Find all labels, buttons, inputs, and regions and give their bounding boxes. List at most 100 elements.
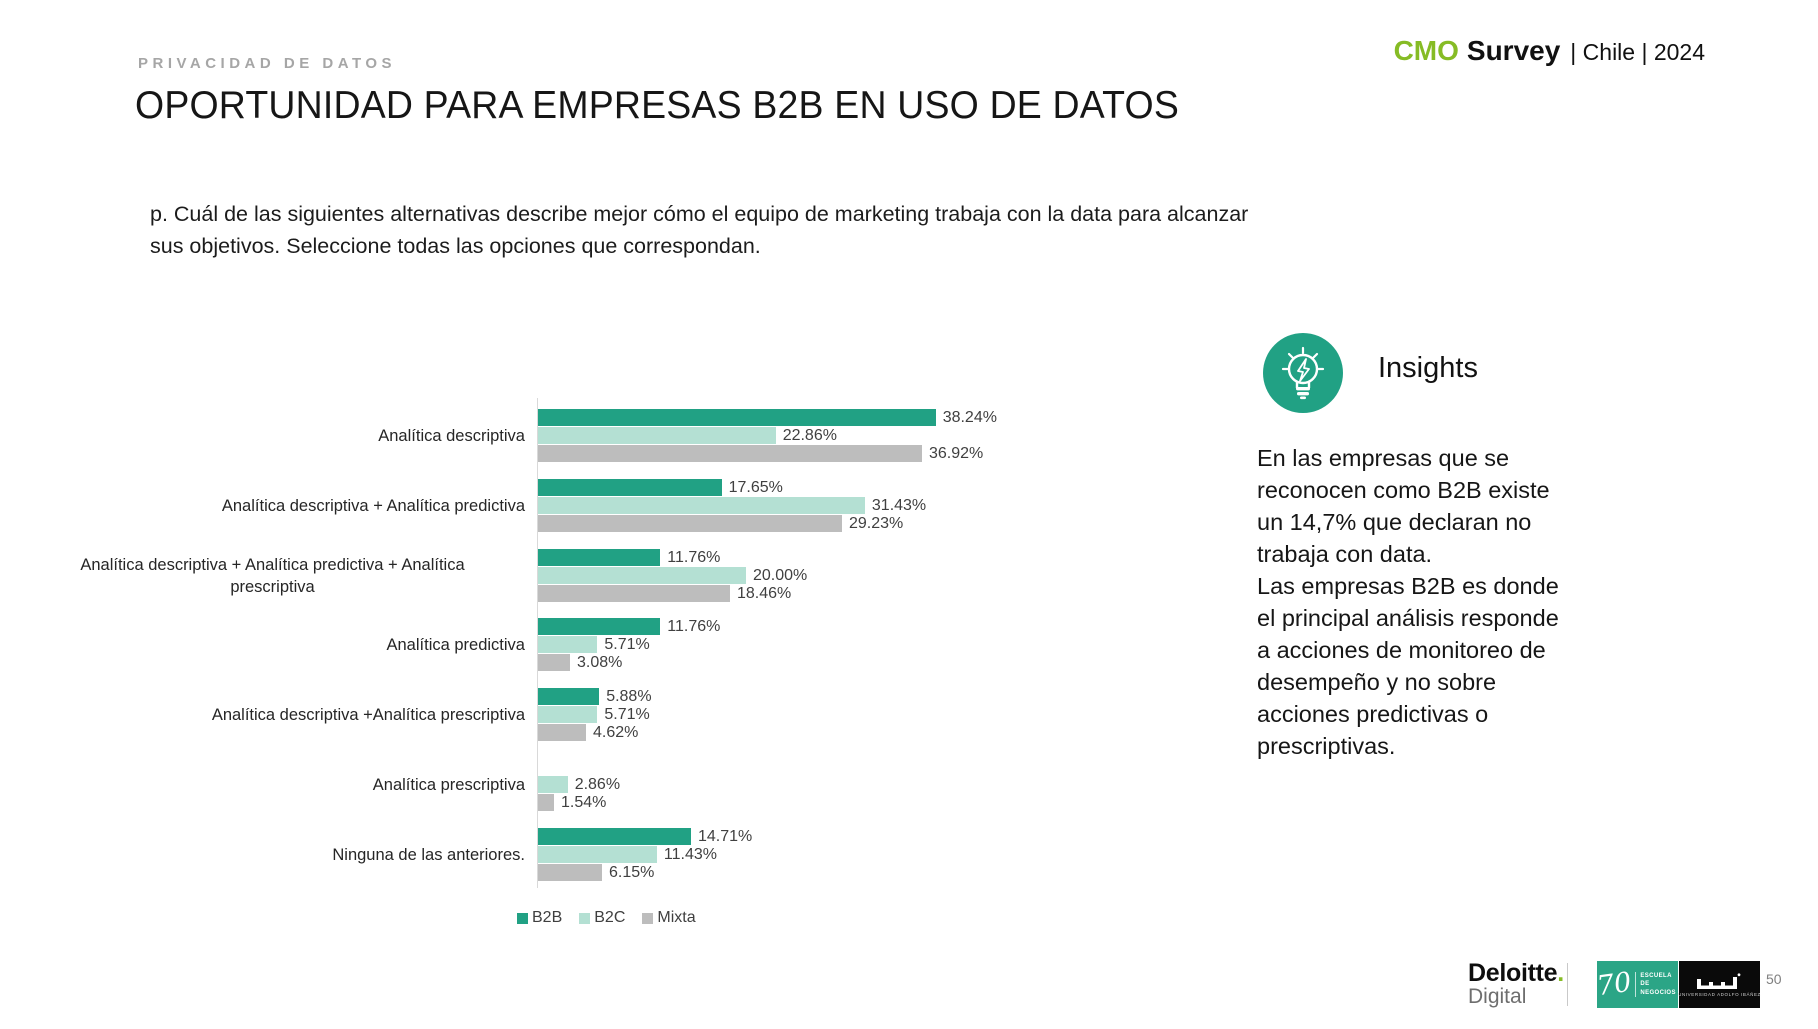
bar-slot: 3.08%: [538, 654, 1218, 671]
chart-row: Analítica descriptiva +Analítica prescri…: [20, 688, 1218, 742]
value-label: 14.71%: [698, 827, 753, 845]
value-label: 2.86%: [574, 775, 621, 793]
legend-swatch-mixta: [642, 912, 654, 924]
section-eyebrow: PRIVACIDAD DE DATOS: [138, 55, 397, 72]
bar-b2b: [538, 688, 600, 705]
bar-slot: 14.71%: [538, 828, 1218, 845]
category-label: Analítica prescriptiva: [372, 775, 525, 794]
bar-slot: 18.46%: [538, 585, 1218, 602]
uai-caption: UNIVERSIDAD ADOLFO IBÁÑEZ: [1678, 991, 1761, 997]
category-label: Ninguna de las anteriores.: [332, 845, 525, 864]
legend-item-mixta: Mixta: [642, 909, 696, 927]
bar-mixta: [538, 445, 922, 462]
value-label: 18.46%: [737, 584, 792, 602]
bar-slot: 17.65%: [538, 479, 1218, 496]
bar-slot: 5.71%: [538, 636, 1218, 653]
bar-mixta: [538, 654, 570, 671]
chart-row: Analítica descriptiva 38.24% 22.86% 36.92%: [20, 409, 1218, 463]
bar-slot: [538, 758, 1218, 775]
bar-mixta: [538, 794, 554, 811]
value-label: 5.88%: [606, 687, 652, 705]
category-label: Analítica descriptiva +Analítica prescri…: [211, 705, 525, 724]
uai-mark-icon: [1697, 972, 1741, 989]
value-label: 17.65%: [728, 478, 783, 496]
value-label: 5.71%: [604, 635, 650, 653]
uai-logo: UNIVERSIDAD ADOLFO IBÁÑEZ: [1678, 961, 1761, 1008]
brand-survey: Survey: [1466, 35, 1561, 66]
school-caption: ESCUELA DE NEGOCIOS: [1635, 971, 1678, 998]
page-title: OPORTUNIDAD PARA EMPRESAS B2B EN USO DE …: [135, 84, 1180, 127]
value-label: 38.24%: [942, 408, 997, 426]
bar-slot: 5.71%: [538, 706, 1218, 723]
category-label: Analítica descriptiva + Analítica predic…: [221, 496, 525, 515]
bar-mixta: [538, 515, 842, 532]
legend-label: B2B: [532, 909, 563, 926]
footer-divider: [1567, 963, 1568, 1006]
legend-swatch-b2b: [517, 912, 528, 924]
bar-b2c: [538, 776, 568, 793]
category-label: Analítica descriptiva + Analítica predic…: [80, 555, 465, 596]
bar-slot: 4.62%: [538, 724, 1218, 741]
value-label: 31.43%: [871, 496, 927, 514]
bar-mixta: [538, 585, 730, 602]
bar-group: 11.76% 5.71% 3.08%: [538, 618, 1218, 672]
value-label: 1.54%: [561, 793, 607, 811]
brand-meta: | Chile | 2024: [1570, 39, 1705, 65]
bar-slot: 20.00%: [538, 567, 1218, 584]
bar-b2c: [538, 497, 865, 514]
value-label: 11.76%: [667, 548, 721, 566]
bar-group: 17.65% 31.43% 29.23%: [538, 479, 1218, 533]
legend-item-b2c: B2C: [579, 909, 625, 927]
chart-row: Analítica descriptiva + Analítica predic…: [20, 479, 1218, 533]
value-label: 11.43%: [663, 845, 717, 863]
brand-header: CMO Survey | Chile | 2024: [1394, 35, 1705, 67]
bar-group: 2.86% 1.54%: [538, 758, 1218, 812]
bar-b2b: [538, 828, 691, 845]
chart-row: Analítica prescriptiva 2.86% 1.54%: [20, 758, 1218, 812]
bar-slot: 36.92%: [538, 445, 1218, 462]
category-label: Analítica predictiva: [386, 635, 526, 654]
bar-slot: 1.54%: [538, 794, 1218, 811]
deloitte-wordmark: Deloitte: [1468, 959, 1558, 987]
deloitte-digital-label: Digital: [1468, 985, 1527, 1009]
value-label: 6.15%: [609, 863, 655, 881]
legend-label: Mixta: [657, 909, 696, 926]
bar-slot: 11.76%: [538, 549, 1218, 566]
bar-b2b: [538, 479, 722, 496]
value-label: 3.08%: [577, 653, 623, 671]
chart-row: Analítica descriptiva + Analítica predic…: [20, 549, 1218, 603]
bar-b2c: [538, 567, 746, 584]
bar-group: 38.24% 22.86% 36.92%: [538, 409, 1218, 463]
value-label: 5.71%: [604, 705, 650, 723]
bar-slot: 11.76%: [538, 618, 1218, 635]
insights-title: Insights: [1378, 352, 1478, 384]
bar-b2c: [538, 636, 598, 653]
value-label: 11.76%: [667, 617, 721, 635]
bar-slot: 2.86%: [538, 776, 1218, 793]
insight-text: En las empresas que se reconocen como B2…: [1257, 445, 1559, 759]
chart-row: Ninguna de las anteriores. 14.71% 11.43% 6.…: [20, 828, 1218, 882]
legend-swatch-b2c: [579, 912, 591, 924]
bar-slot: 6.15%: [538, 864, 1218, 881]
deloitte-digital-logo: Deloitte. Digital: [1468, 960, 1564, 1008]
value-label: 36.92%: [929, 444, 984, 462]
bar-b2b: [538, 409, 936, 426]
bar-group: 11.76% 20.00% 18.46%: [538, 549, 1218, 603]
value-label: 20.00%: [753, 566, 808, 584]
chart-row: Analítica predictiva 11.76% 5.71% 3.08%: [20, 618, 1218, 672]
bar-slot: 38.24%: [538, 409, 1218, 426]
category-label: Analítica descriptiva: [378, 426, 525, 445]
deloitte-green-dot: .: [1557, 959, 1564, 987]
value-label: 4.62%: [593, 723, 639, 741]
brand-cmo: CMO: [1393, 35, 1459, 66]
chart-axis-line: [537, 398, 538, 888]
chart-legend: B2B B2C Mixta: [517, 909, 696, 927]
bar-mixta: [538, 864, 602, 881]
bar-slot: 22.86%: [538, 427, 1218, 444]
bar-b2c: [538, 427, 776, 444]
value-label: 29.23%: [849, 514, 904, 532]
bar-slot: 29.23%: [538, 515, 1218, 532]
lightbulb-icon: [1263, 333, 1343, 413]
legend-item-b2b: B2B: [517, 909, 562, 927]
